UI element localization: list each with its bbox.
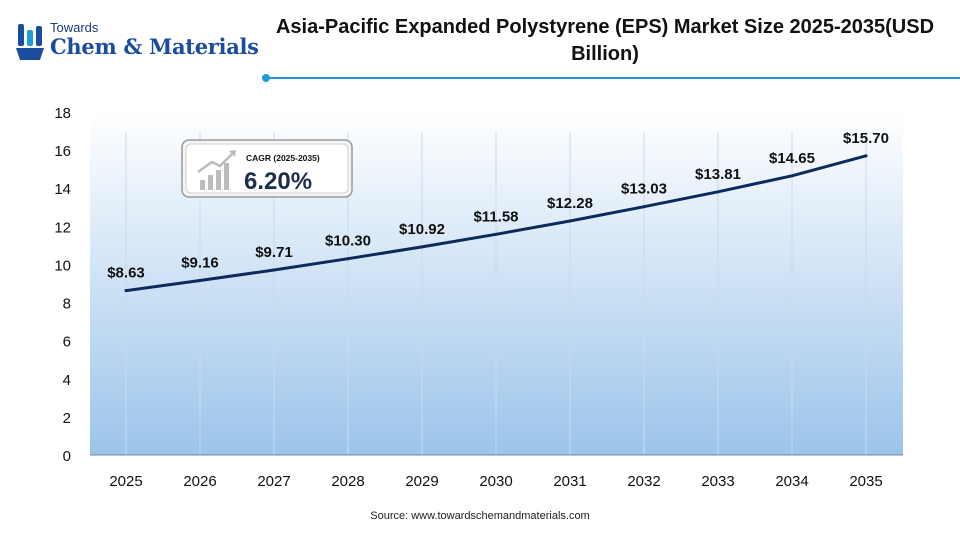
x-tick-label: 2029 — [405, 473, 438, 490]
y-tick-label: 18 — [54, 105, 71, 122]
data-point — [272, 268, 276, 272]
data-point — [864, 154, 868, 158]
data-label: $14.65 — [769, 150, 815, 167]
growth-chart-icon — [197, 150, 236, 190]
cagr-value: 6.20% — [244, 168, 312, 195]
y-tick-label: 8 — [63, 296, 71, 313]
data-label: $12.28 — [547, 195, 593, 212]
data-label: $10.92 — [399, 221, 445, 238]
data-label: $8.63 — [107, 265, 145, 282]
data-point — [790, 174, 794, 178]
brand-logo: Towards Chem & Materials — [14, 18, 259, 68]
data-label: $11.58 — [473, 208, 518, 225]
chart-title: Asia-Pacific Expanded Polystyrene (EPS) … — [275, 16, 935, 65]
cagr-label: CAGR (2025-2035) — [246, 153, 320, 163]
y-tick-label: 6 — [63, 334, 71, 351]
x-tick-label: 2028 — [331, 473, 364, 490]
title-rule — [262, 74, 960, 82]
y-tick-label: 0 — [63, 448, 71, 465]
data-label: $9.71 — [255, 244, 293, 261]
data-point — [124, 289, 128, 293]
y-tick-label: 12 — [54, 219, 71, 236]
y-tick-label: 14 — [54, 181, 71, 198]
x-tick-label: 2031 — [553, 473, 586, 490]
y-tick-label: 2 — [63, 410, 71, 427]
data-label: $9.16 — [181, 254, 219, 271]
data-point — [716, 190, 720, 194]
source-note: Source: www.towardschemandmaterials.com — [370, 510, 590, 522]
x-tick-label: 2025 — [109, 473, 142, 490]
y-tick-label: 4 — [63, 372, 71, 389]
x-tick-label: 2035 — [849, 473, 882, 490]
data-point — [568, 219, 572, 223]
data-point — [198, 278, 202, 282]
data-label: $13.03 — [621, 181, 667, 198]
x-tick-label: 2030 — [479, 473, 512, 490]
brand-line2: Chem & Materials — [50, 34, 259, 59]
data-label: $10.30 — [325, 233, 371, 250]
x-tick-label: 2033 — [701, 473, 734, 490]
data-label: $15.70 — [843, 130, 889, 147]
data-point — [346, 257, 350, 261]
data-point — [642, 205, 646, 209]
x-tick-label: 2027 — [257, 473, 290, 490]
y-tick-label: 16 — [54, 143, 71, 160]
y-tick-label: 10 — [54, 257, 71, 274]
data-point — [420, 245, 424, 249]
data-point — [494, 232, 498, 236]
x-tick-label: 2034 — [775, 473, 808, 490]
x-tick-label: 2032 — [627, 473, 660, 490]
x-tick-label: 2026 — [183, 473, 216, 490]
brand-line1: Towards — [50, 20, 99, 35]
data-label: $13.81 — [695, 166, 741, 183]
cagr-box: CAGR (2025-2035) 6.20% — [181, 139, 353, 198]
flask-icon — [16, 24, 44, 60]
